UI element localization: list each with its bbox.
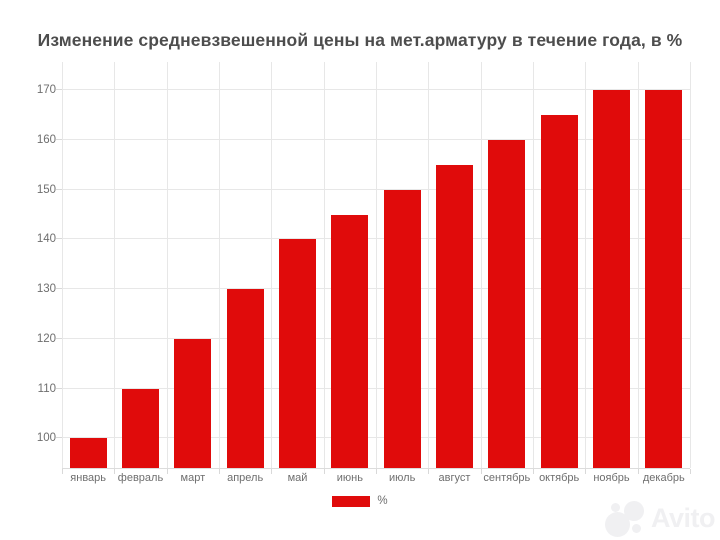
bar-ноябрь [593, 90, 630, 468]
bar-март [174, 338, 212, 468]
bar-сентябрь [488, 140, 526, 468]
x-tick-label: май [287, 472, 308, 484]
y-tick-label: 130 [36, 283, 56, 296]
x-tick-mark [219, 469, 220, 474]
bar-декабрь [645, 90, 683, 468]
x-tick-mark [585, 469, 587, 474]
avito-logo-icon [605, 500, 647, 537]
x-tick-label: январь [70, 472, 107, 484]
avito-logo-circle [605, 512, 630, 537]
x-tick-mark [271, 469, 273, 474]
y-tick-mark [56, 288, 62, 290]
x-tick-mark [166, 469, 168, 474]
v-gridline [114, 62, 116, 468]
x-tick-mark [114, 469, 116, 474]
v-gridline [219, 62, 220, 468]
bar-май [279, 239, 316, 468]
y-tick-mark [56, 89, 62, 91]
x-tick-mark [637, 469, 639, 474]
x-tick-label: июнь [336, 472, 363, 484]
avito-watermark: Avito [605, 500, 716, 537]
y-tick-mark [56, 238, 62, 240]
y-tick-label: 170 [36, 84, 56, 97]
bar-январь [69, 438, 107, 468]
y-axis-labels: 100 110 120 130 140 150 160 170 [0, 62, 56, 468]
v-gridline [271, 62, 273, 468]
y-tick-label: 140 [36, 233, 56, 246]
y-tick-label: 160 [36, 134, 56, 147]
v-gridline [166, 62, 168, 468]
bar-октябрь [540, 115, 578, 468]
v-gridline [585, 62, 587, 468]
x-tick-label: сентябрь [483, 472, 531, 484]
x-tick-label: февраль [117, 472, 164, 484]
y-tick-mark [56, 387, 62, 389]
v-gridline [376, 62, 377, 468]
x-tick-mark [62, 469, 63, 474]
y-tick-mark [56, 139, 62, 141]
y-tick-label: 150 [36, 183, 56, 196]
v-gridline [480, 62, 482, 468]
x-tick-label: июль [389, 472, 416, 484]
x-tick-mark [376, 469, 377, 474]
x-tick-label: август [438, 472, 471, 484]
x-tick-label: декабрь [642, 472, 685, 484]
x-tick-mark [323, 469, 325, 474]
v-gridline [637, 62, 639, 468]
y-tick-mark [56, 188, 62, 190]
v-gridline [428, 62, 430, 468]
avito-logo-circle [624, 501, 644, 521]
y-tick-mark [56, 437, 62, 439]
bar-апрель [226, 289, 264, 468]
v-gridline [323, 62, 325, 468]
legend-swatch [332, 495, 371, 507]
x-tick-mark [533, 469, 534, 474]
y-tick-label: 100 [36, 432, 56, 445]
v-gridline [690, 62, 691, 468]
v-gridline [533, 62, 534, 468]
chart-title: Изменение средневзвешенной цены на мет.а… [37, 30, 683, 50]
x-tick-label: апрель [227, 472, 264, 484]
x-tick-label: март [180, 472, 206, 484]
y-tick-mark [56, 337, 62, 339]
avito-logo-circle [611, 503, 620, 512]
x-tick-mark [480, 469, 482, 474]
y-tick-label: 110 [37, 382, 56, 395]
x-tick-label: ноябрь [593, 472, 630, 484]
avito-logo-circle [632, 524, 641, 533]
bar-август [436, 164, 473, 468]
bar-июль [383, 189, 421, 468]
plot-area [56, 62, 691, 474]
bar-февраль [122, 388, 159, 468]
y-tick-label: 120 [36, 332, 56, 345]
legend: % [0, 493, 720, 509]
watermark-text: Avito [651, 503, 716, 533]
bar-июнь [331, 214, 369, 468]
x-tick-mark [428, 469, 430, 474]
legend-label: % [377, 495, 388, 507]
v-gridline [62, 62, 63, 468]
x-axis-labels: январь февраль март апрель май июнь июль август… [62, 472, 690, 488]
x-tick-label: октябрь [539, 472, 580, 484]
x-tick-mark [690, 469, 691, 474]
